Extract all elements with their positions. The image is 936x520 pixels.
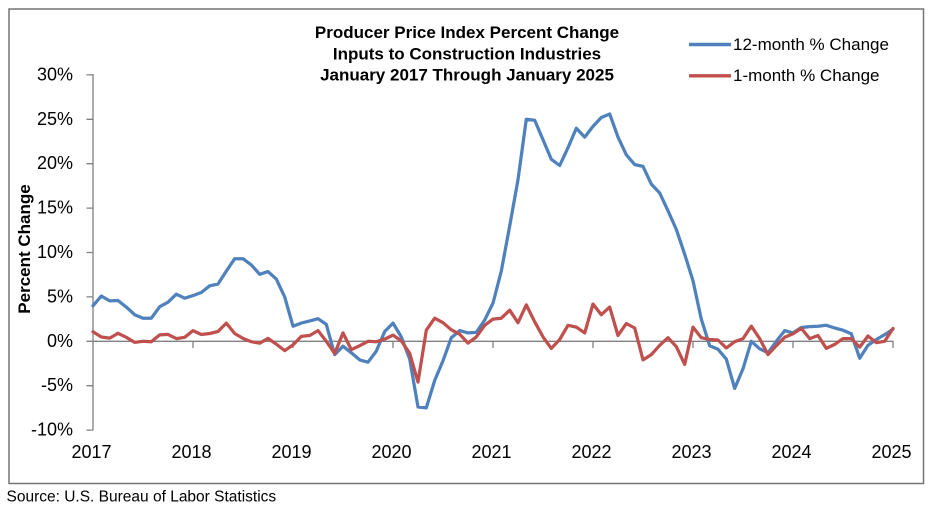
svg-text:2020: 2020 [371,442,411,462]
svg-text:-5%: -5% [41,375,73,395]
svg-text:Source: U.S. Bureau of Labor S: Source: U.S. Bureau of Labor Statistics [7,489,277,506]
svg-text:12-month % Change: 12-month % Change [733,35,889,54]
svg-text:Inputs to Construction Industr: Inputs to Construction Industries [333,44,601,63]
svg-text:5%: 5% [47,286,73,306]
svg-text:2023: 2023 [671,442,711,462]
svg-text:2021: 2021 [471,442,511,462]
svg-text:2018: 2018 [171,442,211,462]
svg-text:1-month % Change: 1-month % Change [733,66,879,85]
svg-text:2022: 2022 [571,442,611,462]
svg-text:25%: 25% [37,109,73,129]
svg-text:2019: 2019 [271,442,311,462]
svg-text:Percent Change: Percent Change [15,184,34,313]
svg-text:2024: 2024 [771,442,811,462]
svg-text:January 2017 Through January 2: January 2017 Through January 2025 [320,65,614,84]
svg-text:20%: 20% [37,153,73,173]
svg-text:2025: 2025 [871,442,911,462]
svg-text:15%: 15% [37,198,73,218]
svg-text:2017: 2017 [71,442,111,462]
svg-text:0%: 0% [47,331,73,351]
svg-text:10%: 10% [37,242,73,262]
svg-text:-10%: -10% [31,420,73,440]
svg-text:Producer Price Index Percent C: Producer Price Index Percent Change [315,23,619,42]
svg-text:30%: 30% [37,64,73,84]
